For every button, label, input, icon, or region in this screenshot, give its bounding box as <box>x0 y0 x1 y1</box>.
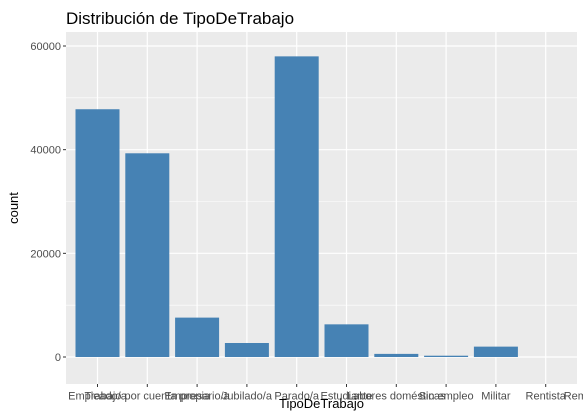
bar <box>224 343 269 357</box>
x-tick-label: Parado/a <box>274 391 320 403</box>
x-tick-label: Trabajo por cuenta propia <box>85 391 211 403</box>
x-tick-label: Empresario/a <box>164 391 230 403</box>
bar <box>473 346 518 357</box>
bar <box>374 353 419 357</box>
bars <box>75 56 518 357</box>
x-tick-label: Labores domésticas <box>347 391 446 403</box>
x-tick-label: Empleado/a <box>68 391 128 403</box>
x-tick-label: Remunerado <box>564 391 583 403</box>
bar <box>75 109 120 357</box>
y-axis: 0 20000 40000 60000 <box>30 41 66 364</box>
x-tick-label: Jubilado/a <box>222 391 273 403</box>
chart-title: Distribución de TipoDeTrabajo <box>66 9 294 28</box>
x-tick-label: Militar <box>481 391 511 403</box>
x-tick-label: Sin empleo <box>419 391 474 403</box>
bar <box>424 355 469 357</box>
y-tick-label: 60000 <box>30 41 61 53</box>
y-tick-label: 20000 <box>30 248 61 260</box>
bar <box>125 153 170 357</box>
y-tick-label: 0 <box>55 352 61 364</box>
x-tick-label: Estudiante <box>321 391 373 403</box>
bar <box>324 324 369 357</box>
bar <box>274 56 319 357</box>
x-tick-label: Rentista <box>526 391 567 403</box>
x-axis-title: TipoDeTrabajo <box>279 396 364 411</box>
y-axis-title: count <box>6 192 21 224</box>
bar <box>175 317 220 357</box>
y-tick-label: 40000 <box>30 145 61 157</box>
